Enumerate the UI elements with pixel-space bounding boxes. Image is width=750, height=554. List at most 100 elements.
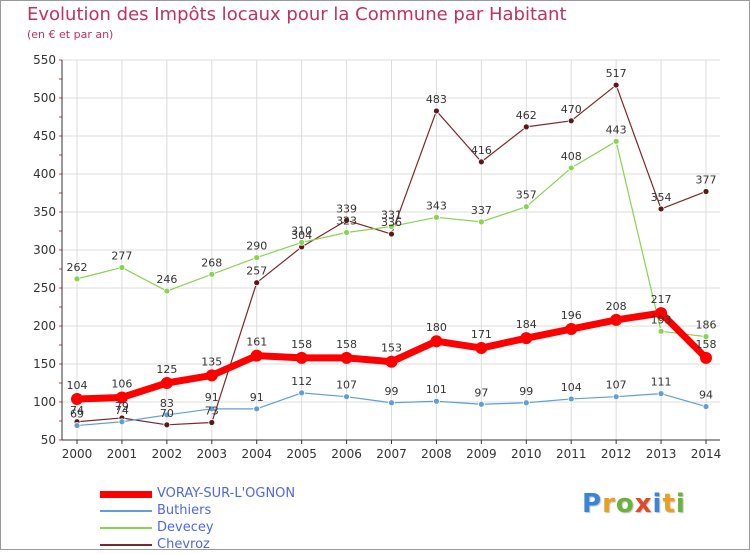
data-point bbox=[71, 392, 83, 405]
data-point bbox=[430, 335, 443, 348]
data-label: 304 bbox=[291, 229, 312, 242]
data-label: 416 bbox=[471, 144, 492, 157]
data-point bbox=[343, 216, 350, 224]
data-label: 158 bbox=[336, 338, 357, 351]
data-point bbox=[657, 327, 665, 335]
data-label: 101 bbox=[426, 383, 447, 396]
data-label: 153 bbox=[381, 342, 402, 355]
data-label: 112 bbox=[291, 375, 312, 388]
x-tick-label: 2005 bbox=[286, 447, 317, 461]
legend-swatch bbox=[100, 491, 152, 498]
x-tick-label: 2010 bbox=[511, 447, 542, 461]
data-label: 337 bbox=[471, 204, 492, 217]
y-tick-label: 500 bbox=[33, 91, 56, 105]
data-point bbox=[477, 158, 485, 166]
legend-label: Buthiers bbox=[157, 503, 212, 518]
y-tick-label: 550 bbox=[33, 53, 56, 67]
data-point bbox=[567, 117, 575, 125]
x-tick-label: 2014 bbox=[691, 447, 722, 461]
data-point bbox=[522, 203, 530, 211]
y-tick-label: 100 bbox=[33, 395, 56, 409]
data-label: 310 bbox=[291, 224, 312, 237]
data-label: 180 bbox=[426, 321, 447, 334]
data-label: 357 bbox=[516, 189, 537, 202]
data-point bbox=[657, 390, 665, 398]
data-label: 91 bbox=[250, 391, 264, 404]
data-label: 171 bbox=[471, 328, 492, 341]
data-label: 74 bbox=[115, 404, 129, 417]
data-label: 186 bbox=[696, 319, 717, 332]
brand-letter: t bbox=[662, 489, 676, 519]
x-tick-label: 2000 bbox=[62, 447, 93, 461]
legend-swatch bbox=[100, 510, 152, 512]
data-point bbox=[343, 229, 350, 236]
data-point bbox=[118, 264, 126, 271]
data-point bbox=[163, 411, 171, 419]
x-tick-label: 2006 bbox=[331, 447, 362, 461]
data-point bbox=[205, 369, 218, 382]
data-point bbox=[522, 399, 530, 407]
chart-title: Evolution des Impôts locaux pour la Comm… bbox=[27, 4, 567, 25]
y-tick-label: 400 bbox=[33, 167, 56, 181]
legend-label: Chevroz bbox=[157, 537, 210, 552]
y-tick-label: 350 bbox=[33, 205, 56, 219]
data-label: 290 bbox=[246, 240, 267, 253]
data-labels: 104 106 125 135 161 158 158 153 180 171 184 196 208 2… bbox=[67, 67, 717, 420]
data-label: 462 bbox=[516, 109, 537, 122]
brand-letter: x bbox=[634, 489, 653, 519]
data-point bbox=[298, 389, 306, 397]
brand-letter: r bbox=[602, 489, 616, 519]
y-tick-label: 450 bbox=[33, 129, 56, 143]
data-point bbox=[433, 397, 440, 405]
x-tick-label: 2001 bbox=[107, 447, 138, 461]
data-point bbox=[433, 107, 440, 115]
data-label: 104 bbox=[561, 381, 582, 394]
data-point bbox=[702, 403, 710, 410]
data-point bbox=[208, 405, 216, 413]
data-point bbox=[702, 333, 710, 341]
data-label: 262 bbox=[67, 261, 88, 274]
brand-letter: P bbox=[582, 489, 603, 519]
data-label: 74 bbox=[70, 404, 84, 417]
data-point bbox=[388, 230, 395, 238]
brand-logo: Proxiti bbox=[582, 489, 686, 519]
data-label: 107 bbox=[336, 379, 357, 392]
data-point bbox=[298, 238, 306, 246]
data-point bbox=[522, 123, 530, 131]
data-point bbox=[253, 405, 261, 413]
y-tick-label: 300 bbox=[33, 243, 56, 257]
data-point bbox=[115, 391, 128, 404]
data-point bbox=[250, 349, 263, 362]
legend-swatch bbox=[100, 527, 152, 529]
data-point bbox=[388, 223, 395, 230]
data-label: 158 bbox=[291, 338, 312, 351]
data-point bbox=[702, 188, 710, 195]
x-tick-label: 2011 bbox=[556, 447, 587, 461]
data-point bbox=[477, 218, 485, 226]
data-point bbox=[700, 351, 712, 364]
data-point bbox=[567, 164, 575, 172]
x-tick-label: 2007 bbox=[376, 447, 407, 461]
y-tick-label: 200 bbox=[33, 319, 56, 333]
data-point bbox=[73, 275, 81, 283]
data-label: 336 bbox=[381, 216, 402, 229]
y-tick-label: 250 bbox=[33, 281, 56, 295]
data-label: 135 bbox=[201, 355, 222, 368]
data-label: 111 bbox=[651, 376, 672, 389]
data-point bbox=[657, 205, 665, 213]
data-point bbox=[612, 81, 620, 89]
legend-label: VORAY-SUR-L'OGNON bbox=[157, 486, 296, 501]
data-label: 161 bbox=[246, 336, 267, 349]
y-tick-label: 50 bbox=[41, 433, 56, 447]
data-label: 79 bbox=[115, 400, 129, 413]
data-label: 208 bbox=[606, 300, 627, 313]
data-label: 193 bbox=[651, 313, 672, 326]
data-label: 331 bbox=[381, 208, 402, 221]
data-point bbox=[433, 213, 440, 221]
data-point bbox=[208, 270, 216, 278]
data-label: 196 bbox=[561, 309, 582, 322]
data-label: 483 bbox=[426, 93, 447, 106]
x-tick-label: 2013 bbox=[646, 447, 677, 461]
data-label: 73 bbox=[205, 405, 219, 418]
